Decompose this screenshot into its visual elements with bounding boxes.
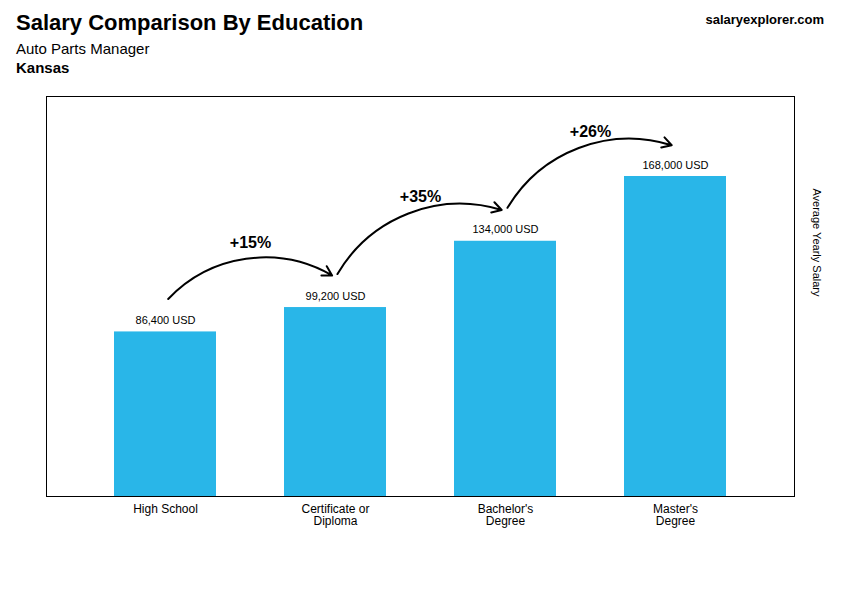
- svg-text:Average Yearly Salary: Average Yearly Salary: [811, 188, 823, 297]
- svg-text:High School: High School: [133, 502, 198, 516]
- svg-text:Bachelor'sDegree: Bachelor'sDegree: [478, 502, 534, 528]
- svg-text:168,000 USD: 168,000 USD: [642, 159, 708, 171]
- html-text:Kansas: Kansas: [16, 59, 70, 76]
- svg-text:+15%: +15%: [230, 234, 271, 251]
- svg-text:Master'sDegree: Master'sDegree: [653, 502, 698, 528]
- svg-text:86,400 USD: 86,400 USD: [136, 314, 196, 326]
- html-text:Salary Comparison By Education: Salary Comparison By Education: [16, 10, 364, 35]
- svg-text:Certificate orDiploma: Certificate orDiploma: [301, 502, 369, 528]
- svg-text:+26%: +26%: [570, 123, 611, 140]
- html-text:salaryexplorer.com: salaryexplorer.com: [705, 12, 824, 27]
- svg-text:+35%: +35%: [400, 188, 441, 205]
- svg-text:134,000 USD: 134,000 USD: [472, 223, 538, 235]
- html-text:Auto Parts Manager: Auto Parts Manager: [16, 40, 150, 57]
- svg-text:99,200 USD: 99,200 USD: [306, 290, 366, 302]
